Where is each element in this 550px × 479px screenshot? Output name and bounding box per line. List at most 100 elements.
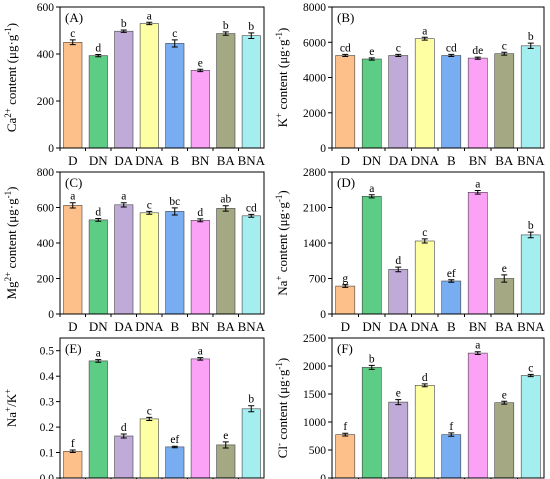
error-bar: [146, 21, 153, 26]
bar-bn: [190, 220, 210, 315]
significance-label: f: [343, 421, 347, 433]
y-tick-label: 500: [309, 445, 327, 457]
error-bar: [95, 54, 102, 58]
error-bar: [342, 53, 349, 57]
significance-label: a: [422, 25, 427, 37]
error-bar: [501, 400, 508, 405]
error-bar: [120, 29, 127, 33]
significance-label: b: [528, 31, 534, 43]
bar-da: [388, 401, 409, 479]
bar-b: [441, 55, 462, 149]
bar-ba: [216, 33, 236, 149]
error-bar: [368, 57, 375, 61]
error-bar: [395, 53, 402, 57]
bar-d: [63, 450, 83, 479]
significance-label: b: [369, 353, 375, 365]
y-tick-label: 600: [37, 203, 55, 215]
category-label: BNA: [517, 319, 545, 334]
y-axis-label: Cl- content (μg·g-1): [274, 358, 290, 459]
significance-label: d: [121, 422, 127, 434]
significance-label: b: [528, 220, 534, 232]
significance-label: b: [223, 20, 229, 32]
bar-b: [165, 43, 185, 149]
bar-bna: [520, 375, 541, 479]
y-tick-label: 0.3: [40, 397, 55, 409]
error-bar: [171, 207, 178, 216]
panel-label: (B): [337, 10, 354, 25]
error-bar: [95, 359, 102, 363]
bar-dna: [414, 38, 435, 149]
category-label: B: [447, 153, 456, 168]
error-bar: [448, 279, 455, 283]
bar-dna: [139, 418, 159, 479]
bar-b: [165, 446, 185, 479]
bar-dn: [88, 360, 108, 479]
error-bar: [146, 210, 153, 215]
significance-label: de: [472, 45, 483, 57]
chart-panel-d: g Da DN d DA c DNA ef Ba BN e BA b BNA 0 700 1400 2100 280…: [274, 167, 545, 334]
category-label: DA: [389, 153, 408, 168]
category-label: BNA: [238, 319, 266, 334]
bar-b: [441, 280, 462, 315]
significance-label: d: [422, 372, 428, 384]
bar-dna: [414, 240, 435, 315]
significance-label: d: [95, 43, 101, 55]
bar-dna: [414, 384, 435, 479]
bar-bn: [467, 192, 488, 315]
bar-dn: [361, 367, 382, 479]
y-tick-label: 400: [37, 49, 55, 61]
y-tick-label: 2100: [303, 203, 326, 215]
bar-ba: [494, 53, 515, 149]
y-tick-label: 0.2: [40, 422, 55, 434]
significance-label: a: [369, 183, 374, 195]
category-label: DNA: [411, 153, 440, 168]
bar-bna: [241, 35, 261, 149]
category-label: D: [68, 319, 77, 334]
significance-label: ef: [447, 268, 456, 280]
panel-label: (C): [65, 175, 82, 190]
category-label: DNA: [411, 319, 440, 334]
y-axis-label: Na+ content (μg·g-1): [274, 190, 290, 296]
category-label: D: [341, 153, 350, 168]
category-label: BNA: [238, 153, 266, 168]
significance-label: a: [121, 191, 126, 203]
significance-label: b: [248, 394, 254, 406]
bar-dna: [139, 212, 159, 315]
significance-label: f: [449, 421, 453, 433]
y-tick-label: 0: [48, 143, 54, 155]
significance-label: g: [342, 273, 348, 285]
significance-label: d: [395, 255, 401, 267]
error-bar: [69, 39, 76, 46]
significance-label: a: [198, 346, 203, 358]
significance-label: c: [70, 28, 75, 40]
error-bar: [395, 399, 402, 406]
bar-dn: [88, 55, 108, 149]
bar-bn: [467, 352, 488, 479]
significance-label: bc: [169, 196, 180, 208]
error-bar: [171, 39, 178, 48]
category-label: BA: [217, 319, 236, 334]
bar-d: [335, 285, 356, 315]
category-label: BN: [469, 319, 488, 334]
category-label: BN: [191, 153, 210, 168]
category-label: DNA: [135, 153, 164, 168]
bar-ba: [494, 278, 515, 315]
error-bar: [421, 36, 428, 41]
error-bar: [527, 231, 534, 239]
category-label: DN: [362, 319, 381, 334]
error-bar: [474, 190, 481, 195]
significance-label: c: [147, 199, 152, 211]
bar-bna: [520, 45, 541, 149]
y-axis-label: Ca2+ content (μg·g-1): [3, 23, 19, 132]
y-tick-label: 0.0: [40, 473, 55, 479]
category-label: DN: [362, 153, 381, 168]
y-tick-label: 200: [37, 96, 55, 108]
y-tick-label: 0: [320, 473, 326, 479]
category-label: DN: [89, 319, 108, 334]
chart-panel-f: fDbDNeDAdDNAfBaBNeBAcBNA0500100015002000…: [274, 333, 545, 479]
bar-da: [388, 269, 409, 315]
panel-label: (F): [337, 341, 353, 356]
significance-label: c: [502, 40, 507, 52]
bar-b: [165, 211, 185, 315]
category-label: DNA: [135, 319, 164, 334]
